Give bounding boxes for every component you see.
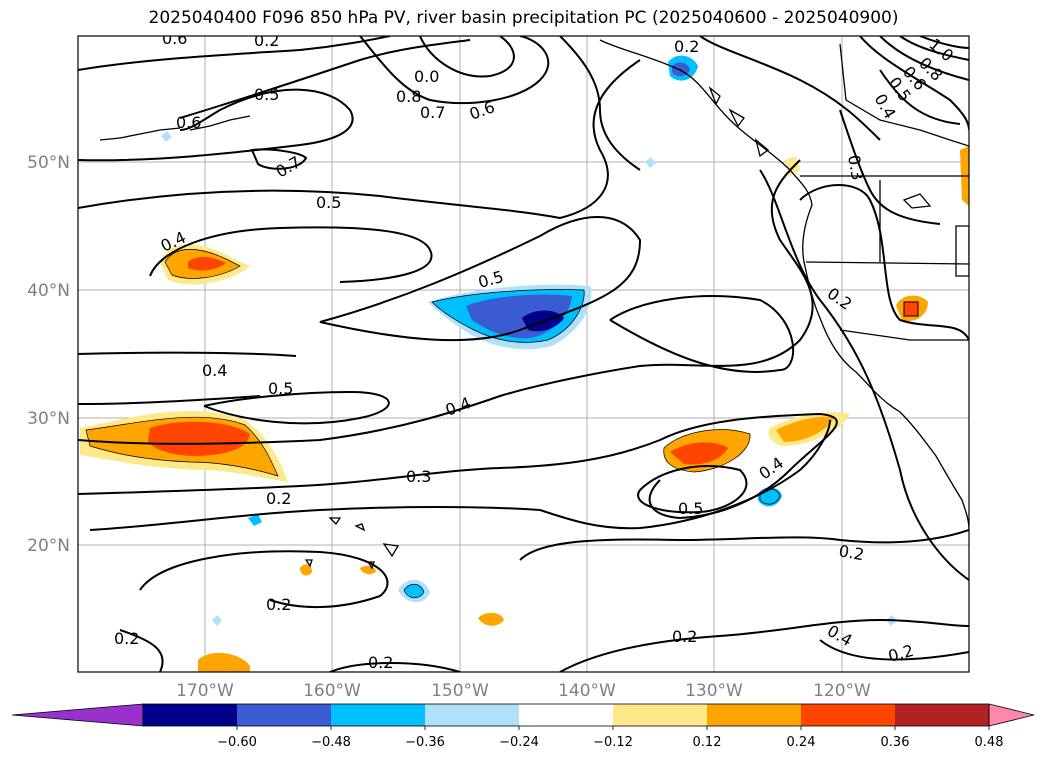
colorbar-labels: −0.60 −0.48 −0.36 −0.24 −0.12 0.12 0.24 0.36 0.4…: [217, 726, 1004, 750]
lat-tick-label: 40°N: [27, 281, 70, 301]
lon-tick-label: 130°W: [685, 681, 743, 701]
lat-tick-label: 20°N: [27, 536, 70, 556]
colorbar-segment: [237, 704, 332, 726]
contour-label: 0.2: [266, 595, 291, 614]
longitude-labels: 170°W 160°W 150°W 140°W 130°W 120°W: [176, 681, 871, 701]
colorbar-segment: [801, 704, 896, 726]
contour-label: 0.6: [176, 113, 201, 132]
lon-tick-label: 150°W: [431, 681, 489, 701]
colorbar-tick-label: −0.36: [405, 735, 445, 750]
colorbar-tick-label: 0.12: [693, 735, 722, 750]
colorbar-tick-label: −0.12: [593, 735, 633, 750]
colorbar-extend-high: [988, 703, 1035, 727]
plot-background: [78, 36, 969, 672]
colorbar-outline: [142, 703, 990, 727]
contour-label: 0.3: [406, 467, 431, 486]
contour-label: 0.8: [396, 87, 421, 106]
contour-label: 0.2: [672, 627, 697, 646]
contour-label: 0.5: [678, 499, 703, 518]
colorbar-segment: [331, 704, 426, 726]
lon-tick-label: 120°W: [813, 681, 871, 701]
contour-label: 0.2: [266, 489, 291, 508]
contour-label: 0.2: [837, 541, 865, 564]
contour-labels: 0.6 0.5 0.6 0.7 0.5 0.4 0.4 0.5 0.4 0.3 …: [114, 29, 957, 672]
colorbar-tick-label: 0.36: [881, 735, 910, 750]
colorbar-segment: [613, 704, 708, 726]
lon-tick-label: 140°W: [558, 681, 616, 701]
colorbar: [11, 703, 1035, 727]
pv-contours: [78, 36, 969, 672]
colorbar-segment: [519, 704, 614, 726]
colorbar-segment: [143, 704, 238, 726]
colorbar-tick-label: 0.24: [787, 735, 816, 750]
colorbar-extend-low: [11, 703, 144, 727]
latitude-labels: 50°N 40°N 30°N 20°N: [27, 153, 70, 556]
contour-label: 0.2: [368, 653, 393, 672]
contour-label: 0.2: [254, 31, 279, 50]
contour-label: 0.5: [268, 379, 293, 398]
contour-label: 0.6: [162, 29, 187, 48]
contour-label: 0.5: [254, 85, 279, 104]
colorbar-tick-label: −0.48: [311, 735, 351, 750]
lat-tick-label: 30°N: [27, 409, 70, 429]
colorbar-tick-label: −0.60: [217, 735, 257, 750]
colorbar-segment: [895, 704, 990, 726]
lon-tick-label: 170°W: [176, 681, 234, 701]
colorbar-tick-label: 0.48: [975, 735, 1004, 750]
contour-label: 0.0: [414, 67, 439, 86]
colorbar-segment: [425, 704, 520, 726]
lat-tick-label: 50°N: [27, 153, 70, 173]
contour-label: 0.7: [420, 103, 445, 122]
contour-label: 0.4: [202, 361, 227, 380]
plot-frame: [77, 35, 970, 673]
contour-label: 0.2: [114, 629, 139, 648]
lon-tick-label: 160°W: [303, 681, 361, 701]
contour-label: 0.5: [316, 193, 341, 212]
colorbar-segment: [707, 704, 802, 726]
coastlines: [99, 39, 969, 570]
colorbar-tick-label: −0.24: [499, 735, 539, 750]
contour-label: 0.3: [844, 153, 867, 181]
map-title: 2025040400 F096 850 hPa PV, river basin …: [148, 8, 899, 28]
precip-outlines: [85, 249, 781, 599]
contour-label: 0.2: [674, 37, 699, 56]
